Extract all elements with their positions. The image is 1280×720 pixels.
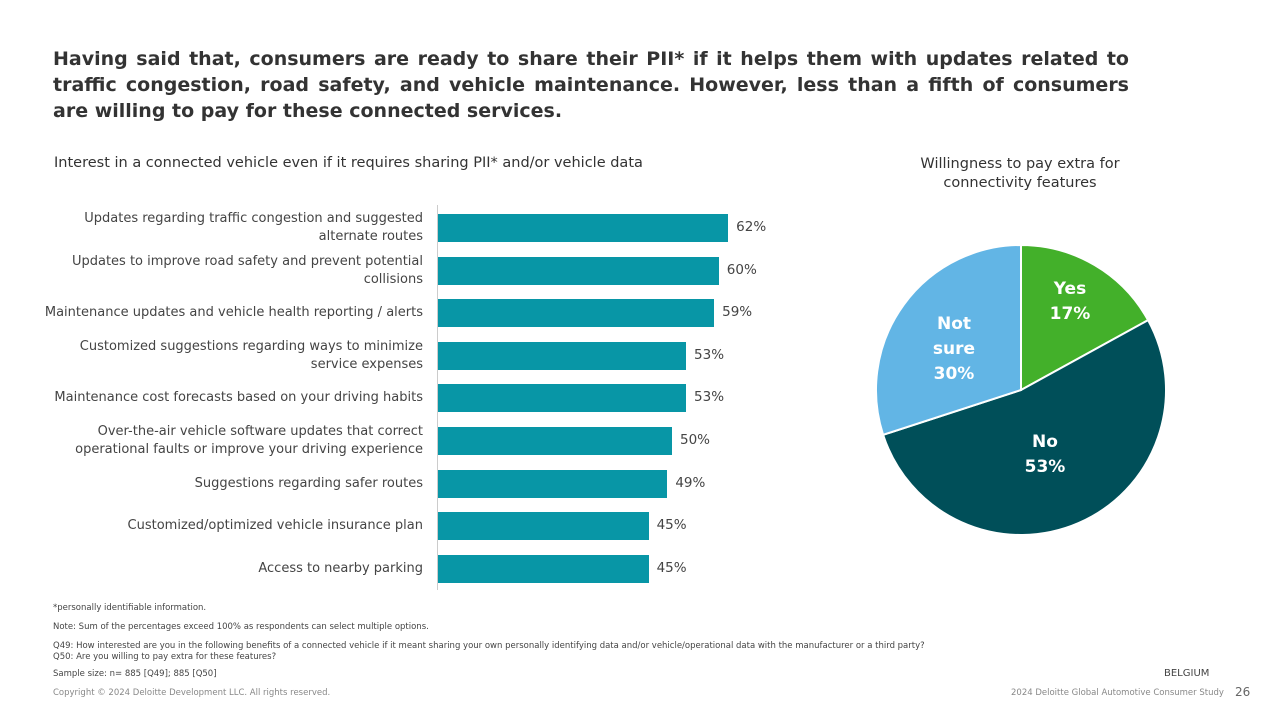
country: BELGIUM <box>1164 668 1210 679</box>
value-label: 30% <box>933 364 975 384</box>
value-label: 45% <box>656 559 687 576</box>
category-name: No <box>1032 432 1058 452</box>
value-label: 53% <box>1024 457 1066 477</box>
category-label: Suggestions regarding safer routes <box>194 475 423 491</box>
pie-chart <box>875 243 1167 536</box>
value-label: 45% <box>656 517 687 534</box>
category-name: Yes <box>1053 279 1087 299</box>
value-label: 50% <box>680 432 711 448</box>
bar <box>438 384 687 413</box>
slide-title: Having said that, consumers are ready to… <box>53 48 1129 122</box>
value-label: 53% <box>694 346 725 363</box>
footnote: Q49: How interested are you in the follo… <box>53 641 925 651</box>
axis-line <box>437 205 438 590</box>
bar <box>438 554 649 583</box>
copyright: Copyright © 2024 Deloitte Development LL… <box>53 688 331 698</box>
category-label: Customized suggestions regarding ways to… <box>79 338 423 372</box>
slice-label: Yes 17% <box>1030 277 1110 327</box>
category-label: Updates regarding traffic congestion and… <box>84 211 423 244</box>
value-label: 59% <box>722 304 753 321</box>
value-label: 62% <box>736 219 767 235</box>
chart-title: Willingness to pay extra for connectivit… <box>920 156 1120 191</box>
category-label: Access to nearby parking <box>258 560 423 576</box>
value-label: 60% <box>726 261 757 278</box>
bar <box>438 427 672 455</box>
value-label: 17% <box>1049 304 1091 324</box>
bar <box>438 469 668 498</box>
slice-label: Not sure 30% <box>929 312 979 387</box>
study-name: 2024 Deloitte Global Automotive Consumer… <box>1011 688 1224 698</box>
category-label: Over-the-air vehicle software updates th… <box>75 424 423 457</box>
category-label: Customized/optimized vehicle insurance p… <box>127 518 423 534</box>
bar <box>438 214 729 242</box>
category-label: Updates to improve road safety and preve… <box>71 253 423 287</box>
footnote: Sample size: n= 885 [Q49]; 885 [Q50] <box>53 669 217 679</box>
bar <box>438 512 649 541</box>
pie-slice <box>1020 243 1150 392</box>
chart-title: Interest in a connected vehicle even if … <box>54 155 643 171</box>
category-label: Maintenance updates and vehicle health r… <box>44 305 423 321</box>
footnote: Q50: Are you willing to pay extra for th… <box>53 652 277 662</box>
value-label: 53% <box>694 389 725 406</box>
value-label: 49% <box>675 474 706 491</box>
pie-slice <box>881 318 1167 536</box>
category-name: Not sure <box>932 314 976 359</box>
category-label: Maintenance cost forecasts based on your… <box>54 390 423 406</box>
pie-slice <box>875 243 1022 437</box>
bar <box>438 256 719 285</box>
footnote: *personally identifiable information. <box>53 603 207 613</box>
bar <box>438 299 715 328</box>
slice-label: No 53% <box>1005 430 1085 480</box>
page-number: 26 <box>1235 685 1251 699</box>
bar <box>438 341 687 370</box>
footnote: Note: Sum of the percentages exceed 100%… <box>53 622 429 632</box>
